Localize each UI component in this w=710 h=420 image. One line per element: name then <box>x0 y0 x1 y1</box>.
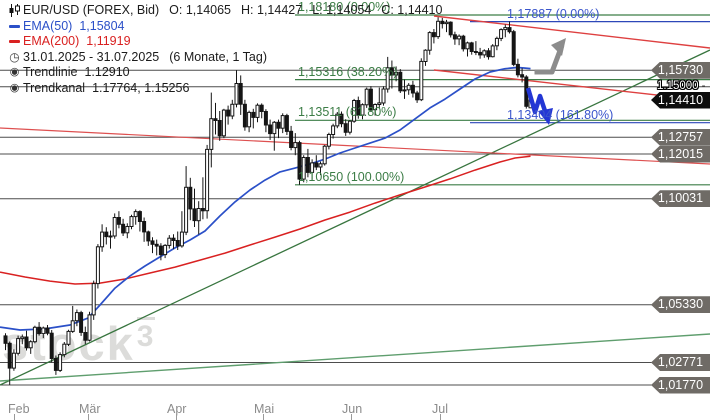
fib-retracement-label-0.00%[interactable]: 1,18180 (0.00%) <box>298 0 391 14</box>
legend-symbol-row[interactable]: EUR/USD (FOREX, Bid) O: 1,14065 H: 1,144… <box>6 3 442 19</box>
chart-legend: EUR/USD (FOREX, Bid) O: 1,14065 H: 1,144… <box>6 3 442 97</box>
ema50-value: 1,15804 <box>79 18 125 33</box>
clock-icon: ◷ <box>9 49 20 64</box>
fib-extension-label-0.00%[interactable]: 1,17887 (0.00%) <box>507 6 600 21</box>
x-axis-tick <box>351 414 352 420</box>
high-label: H: <box>241 3 254 17</box>
x-axis-tick <box>88 414 89 420</box>
ema200-line-icon <box>6 40 23 44</box>
x-axis-month-label-Feb: Feb <box>8 402 30 416</box>
low-label: L: <box>312 3 323 17</box>
candlestick-icon <box>6 4 23 18</box>
x-axis-month-label-Mär: Mär <box>79 402 101 416</box>
bullseye-icon: ◉ <box>9 81 20 94</box>
current-price-tag: 1,14410 <box>651 91 710 109</box>
close-label: C: <box>381 3 394 17</box>
x-axis-tick <box>14 414 15 420</box>
ema200-value: 1,11919 <box>86 34 131 49</box>
fib-retracement-label-61.80%[interactable]: 1,13511 (61.80%) <box>298 105 397 120</box>
trendline-name: Trendlinie <box>23 65 78 80</box>
gray-up-arrow-annotation[interactable] <box>534 38 566 75</box>
price-level-label: 1.15000- <box>657 79 706 92</box>
bullseye-icon: ◉ <box>9 66 20 79</box>
fib-retracement-label-100.00%[interactable]: 1,10650 (100.00%) <box>298 169 405 184</box>
trendchannel-name: Trendkanal <box>23 80 86 95</box>
x-axis-month-label-Mai: Mai <box>254 402 275 416</box>
x-axis-tick <box>176 414 177 420</box>
price-axis-tag: 1,02771 <box>651 353 710 371</box>
x-axis-month-label-Apr: Apr <box>167 402 187 416</box>
fib-retracement-label-38.20%[interactable]: 1,15316 (38.20%) <box>298 64 398 79</box>
ema200-name: EMA(200) <box>23 34 80 49</box>
ema50-name: EMA(50) <box>23 18 73 33</box>
legend-ema200-row[interactable]: EMA(200) 1,11919 <box>6 34 442 50</box>
price-axis-tag: 1,01770 <box>651 376 710 394</box>
date-range-detail: (6 Monate, 1 Tag) <box>169 49 267 64</box>
trendline-value: 1.12910 <box>84 65 130 80</box>
high-value: 1,14427 <box>257 3 303 17</box>
close-value: 1,14410 <box>397 3 443 17</box>
open-value: 1,14065 <box>185 3 232 17</box>
symbol-title: EUR/USD (FOREX, Bid) <box>23 3 160 17</box>
blue-down-arrow-annotation[interactable] <box>525 87 553 125</box>
legend-trendline-row[interactable]: ◉ Trendlinie 1.12910 <box>6 65 442 81</box>
x-axis-tick <box>263 414 264 420</box>
x-axis-tick <box>440 414 441 420</box>
price-axis-tag: 1,12757 <box>651 128 710 146</box>
date-range: 31.01.2025 - 31.07.2025 <box>23 49 160 64</box>
legend-ema50-row[interactable]: EMA(50) 1,15804 <box>6 19 442 35</box>
legend-daterange-row[interactable]: ◷ 31.01.2025 - 31.07.2025 (6 Monate, 1 T… <box>6 50 442 66</box>
low-value: 1,14054 <box>326 3 372 17</box>
price-axis-tag: 1,15730 <box>651 61 710 79</box>
price-axis-tag: 1,10031 <box>651 190 710 208</box>
x-axis-month-label-Jul: Jul <box>432 402 448 416</box>
price-axis-tag: 1,12015 <box>651 145 710 163</box>
fib-extension-label-161.80%[interactable]: 1,13404 (161.80%) <box>507 107 614 122</box>
trendchannel-value: 1.17764, 1.15256 <box>92 80 190 95</box>
ema50-line-icon <box>6 24 23 28</box>
legend-trendchannel-row[interactable]: ◉ Trendkanal 1.17764, 1.15256 <box>6 81 442 97</box>
open-label: O: <box>169 3 183 17</box>
price-axis-tag: 1,05330 <box>651 296 710 314</box>
x-axis-month-label-Jun: Jun <box>342 402 363 416</box>
